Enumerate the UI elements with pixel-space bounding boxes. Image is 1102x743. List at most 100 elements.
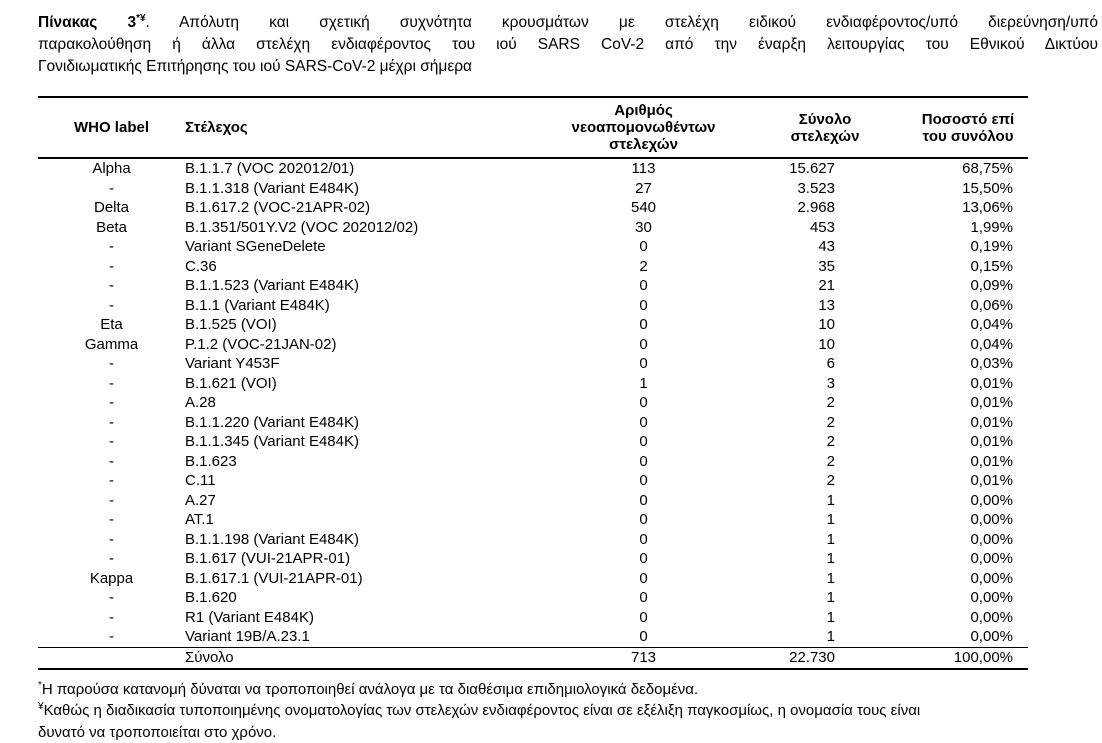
cell-new-isolates: 0 [545,608,742,628]
cell-percentage: 0,04% [908,335,1028,355]
header-total-strains: Σύνολο στελεχών [742,97,908,158]
cell-percentage: 15,50% [908,179,1028,199]
cell-who-label: - [38,276,185,296]
cell-total-strains: 10 [742,335,908,355]
cell-total-strains: 35 [742,257,908,277]
caption-line-3: Γονιδιωματικής Επιτήρησης του ιού SARS-C… [38,56,1098,78]
header-strain: Στέλεχος [185,97,545,158]
header-percentage: Ποσοστό επί του συνόλου [908,97,1028,158]
cell-strain: B.1.623 [185,452,545,472]
cell-strain: A.28 [185,393,545,413]
cell-percentage: 0,00% [908,627,1028,647]
cell-total-strains: 2.968 [742,198,908,218]
cell-who-label: Kappa [38,569,185,589]
cell-total-strains: 6 [742,354,908,374]
cell-who-label [38,647,185,669]
cell-total-strains: 1 [742,627,908,647]
header-new-isolates: Αριθμός νεοαπομονωθέντων στελεχών [545,97,742,158]
cell-total-strains-total: 22.730 [742,647,908,669]
cell-who-label: - [38,608,185,628]
cell-who-label: - [38,452,185,472]
cell-new-isolates: 540 [545,198,742,218]
cell-strain: B.1.1.7 (VOC 202012/01) [185,158,545,179]
cell-percentage: 0,03% [908,354,1028,374]
cell-percentage: 0,15% [908,257,1028,277]
caption-line-2: παρακολούθηση ή άλλα στελέχη ενδιαφέροντ… [38,34,1098,56]
cell-total-strains: 13 [742,296,908,316]
cell-who-label: - [38,257,185,277]
header-row: WHO label Στέλεχος Αριθμός νεοαπομονωθέν… [38,97,1028,158]
cell-who-label: - [38,413,185,433]
cell-who-label: - [38,296,185,316]
cell-percentage: 0,01% [908,452,1028,472]
cell-percentage: 0,00% [908,588,1028,608]
cell-total-strains: 2 [742,452,908,472]
cell-strain: B.1.1.318 (Variant E484K) [185,179,545,199]
cell-who-label: - [38,491,185,511]
cell-strain: Variant 19B/A.23.1 [185,627,545,647]
header-who-label: WHO label [38,97,185,158]
cell-who-label: - [38,530,185,550]
cell-percentage: 0,00% [908,549,1028,569]
cell-total-strains: 3 [742,374,908,394]
cell-who-label: - [38,432,185,452]
cell-strain: Variant Y453F [185,354,545,374]
cell-percentage: 0,00% [908,569,1028,589]
cell-total-strains: 10 [742,315,908,335]
caption-label: Πίνακας 3*¥ [38,14,146,31]
cell-percentage: 0,01% [908,374,1028,394]
cell-total-strains: 1 [742,510,908,530]
cell-total-strains: 3.523 [742,179,908,199]
cell-strain: B.1.1.198 (Variant E484K) [185,530,545,550]
cell-new-isolates: 0 [545,432,742,452]
cell-total-strains: 1 [742,549,908,569]
cell-strain: B.1.617.1 (VUI-21APR-01) [185,569,545,589]
cell-percentage-total: 100,00% [908,647,1028,669]
cell-total-strains: 1 [742,608,908,628]
caption-text-1: . Απόλυτη και σχετική συχνότητα κρουσμάτ… [146,14,1098,31]
cell-new-isolates: 0 [545,549,742,569]
cell-new-isolates: 0 [545,315,742,335]
cell-total-strains: 43 [742,237,908,257]
cell-total-strains: 453 [742,218,908,238]
footnote-1-text: Η παρούσα κατανομή δύναται να τροποποιηθ… [42,681,698,698]
cell-strain: C.36 [185,257,545,277]
cell-percentage: 0,09% [908,276,1028,296]
cell-total-strains: 1 [742,588,908,608]
cell-strain: B.1.621 (VOI) [185,374,545,394]
cell-strain: Variant SGeneDelete [185,237,545,257]
cell-total-strains: 2 [742,471,908,491]
cell-strain: B.1.525 (VOI) [185,315,545,335]
cell-new-isolates: 0 [545,530,742,550]
cell-who-label: - [38,393,185,413]
cell-new-isolates: 0 [545,588,742,608]
cell-new-isolates: 30 [545,218,742,238]
cell-strain: B.1.617 (VUI-21APR-01) [185,549,545,569]
header-total-strains-line-2: στελεχών [742,128,908,145]
cell-strain: A.27 [185,491,545,511]
cell-new-isolates: 1 [545,374,742,394]
cell-new-isolates: 0 [545,296,742,316]
cell-who-label: - [38,374,185,394]
cell-total-strains: 1 [742,491,908,511]
footnote-2-text-line-1: Καθώς η διαδικασία τυποποιημένης ονοματο… [44,702,921,719]
cell-who-label: Delta [38,198,185,218]
cell-percentage: 68,75% [908,158,1028,179]
